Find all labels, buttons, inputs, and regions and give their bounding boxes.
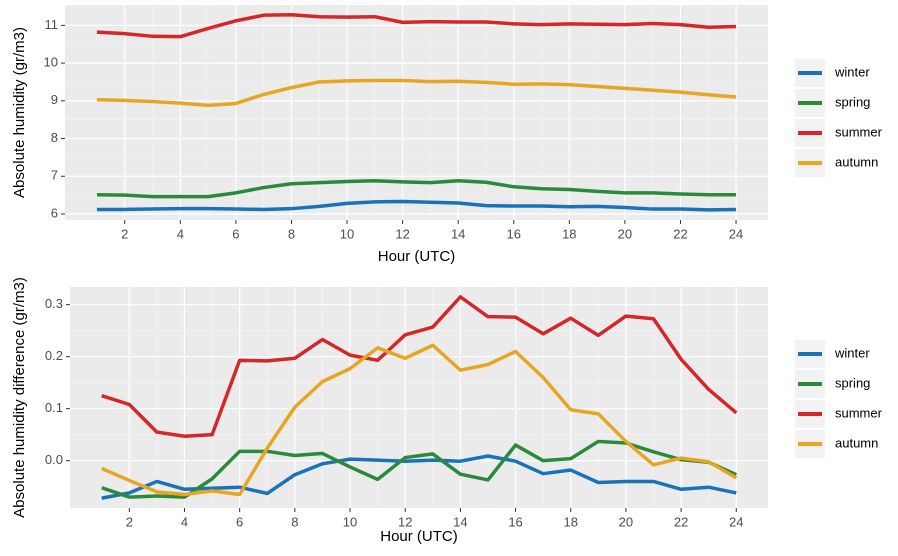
- x-tick-label: 20: [618, 226, 632, 241]
- x-tick-label: 10: [343, 514, 357, 529]
- panel: [70, 287, 768, 508]
- line: [96, 179, 737, 199]
- x-tick-label: 22: [673, 226, 687, 241]
- legend-label: autumn: [835, 435, 878, 450]
- legend-label: autumn: [835, 154, 878, 169]
- y-tick-label: 6: [51, 205, 58, 220]
- x-tick-label: 4: [181, 514, 188, 529]
- line: [101, 454, 737, 500]
- x-tick-label: 24: [729, 226, 743, 241]
- line: [96, 13, 737, 39]
- x-tick-label: 12: [395, 226, 409, 241]
- line: [96, 199, 737, 212]
- y-tick-label: 10: [44, 55, 58, 70]
- y-tick-label: 8: [51, 130, 58, 145]
- y-tick-label: 11: [45, 17, 59, 32]
- x-tick-label: 18: [564, 514, 578, 529]
- legend-label: winter: [834, 345, 870, 360]
- x-tick-label: 20: [619, 514, 633, 529]
- legend-label: spring: [835, 94, 870, 109]
- legend-label: spring: [835, 375, 870, 390]
- y-tick-label: 0.0: [45, 452, 63, 467]
- x-tick-label: 18: [562, 226, 576, 241]
- line: [101, 295, 738, 438]
- y-tick-label: 9: [51, 92, 58, 107]
- x-tick-label: 8: [291, 514, 298, 529]
- x-tick-label: 4: [177, 226, 184, 241]
- x-tick-label: 2: [126, 514, 133, 529]
- x-tick-label: 16: [507, 226, 521, 241]
- line: [101, 343, 738, 497]
- y-tick-label: 0.1: [45, 400, 63, 415]
- x-tick-label: 10: [340, 226, 354, 241]
- x-axis-title: Hour (UTC): [380, 528, 458, 545]
- y-axis-title: Absolute humidity difference (gr/m3): [11, 277, 28, 518]
- x-tick-label: 2: [121, 226, 128, 241]
- line: [96, 78, 737, 108]
- x-tick-label: 6: [232, 226, 239, 241]
- panel: [65, 5, 768, 220]
- x-axis-title: Hour (UTC): [378, 248, 456, 265]
- x-tick-label: 24: [729, 514, 743, 529]
- x-tick-label: 12: [398, 514, 412, 529]
- legend-label: summer: [835, 405, 883, 420]
- x-tick-label: 8: [288, 226, 295, 241]
- y-axis-title: Absolute humidity (gr/m3): [11, 27, 28, 198]
- y-tick-label: 0.3: [45, 296, 63, 311]
- x-tick-label: 22: [674, 514, 688, 529]
- legend-label: winter: [834, 64, 870, 79]
- y-tick-label: 0.2: [45, 348, 63, 363]
- x-tick-label: 14: [451, 226, 465, 241]
- x-tick-label: 14: [453, 514, 467, 529]
- x-tick-label: 16: [508, 514, 522, 529]
- x-tick-label: 6: [236, 514, 243, 529]
- y-tick-label: 7: [51, 168, 58, 183]
- legend-label: summer: [835, 124, 883, 139]
